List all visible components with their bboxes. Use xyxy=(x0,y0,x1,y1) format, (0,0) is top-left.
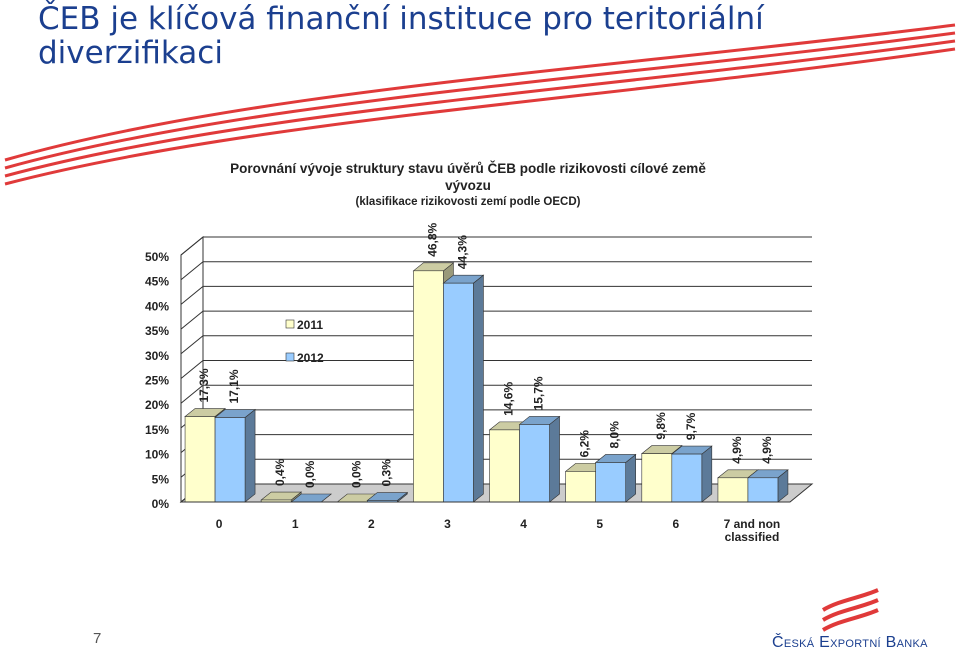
value-label: 0,0% xyxy=(303,460,317,488)
bar xyxy=(184,416,216,503)
x-tick-label: 5 xyxy=(596,517,604,531)
legend-label: 2012 xyxy=(297,351,324,365)
value-label: 14,6% xyxy=(502,382,516,416)
y-tick-label: 0% xyxy=(152,497,170,511)
bar xyxy=(717,477,749,503)
value-label: 0,0% xyxy=(349,460,363,488)
value-label: 9,7% xyxy=(684,412,698,440)
y-tick-label: 10% xyxy=(145,448,169,462)
bar-side xyxy=(701,445,713,503)
bar-side xyxy=(473,274,484,503)
bar xyxy=(214,417,246,503)
grid-line xyxy=(180,360,812,379)
slide-title: ČEB je klíčová finanční instituce pro te… xyxy=(38,1,764,71)
value-label: 15,7% xyxy=(532,376,546,410)
legend-swatch xyxy=(285,319,295,329)
grid-line xyxy=(180,285,812,305)
bar xyxy=(413,270,444,503)
value-label: 17,3% xyxy=(197,368,211,402)
y-tick-label: 15% xyxy=(145,423,169,437)
bar xyxy=(747,477,779,503)
value-label: 46,8% xyxy=(425,222,439,256)
y-tick-label: 20% xyxy=(145,398,169,412)
value-label: 0,3% xyxy=(379,459,393,487)
y-tick-label: 50% xyxy=(145,250,169,264)
value-label: 0,4% xyxy=(273,458,287,486)
y-tick-label: 25% xyxy=(145,374,169,388)
grid-line xyxy=(180,261,812,281)
bar xyxy=(489,429,520,503)
value-label: 17,1% xyxy=(227,369,241,403)
x-tick-label: 1 xyxy=(291,517,299,531)
y-tick-label: 45% xyxy=(145,275,169,289)
grid-line xyxy=(180,310,812,330)
bar xyxy=(595,462,626,503)
grid-line xyxy=(180,384,812,404)
value-label: 4,9% xyxy=(730,436,744,464)
logo-text: Česká Exportní Banka xyxy=(772,634,928,651)
legend-swatch xyxy=(285,352,295,362)
grid-line xyxy=(180,335,812,355)
swoosh xyxy=(4,23,956,186)
y-tick-label: 40% xyxy=(145,299,169,313)
value-label: 44,3% xyxy=(455,235,469,269)
value-label: 8,0% xyxy=(608,421,622,449)
x-tick-label: 3 xyxy=(444,517,451,531)
x-tick-label: 0 xyxy=(215,517,223,531)
bar-side xyxy=(244,408,256,503)
legend-label: 2011 xyxy=(297,318,323,332)
bar xyxy=(565,471,596,503)
y-tick-label: 30% xyxy=(145,349,169,363)
x-tick-label: 4 xyxy=(520,517,527,531)
x-tick-label: 7 and non classified xyxy=(723,517,781,544)
bar xyxy=(641,453,673,503)
bar xyxy=(519,424,550,503)
grid-line xyxy=(180,236,812,256)
logo-mark xyxy=(821,588,879,632)
bar xyxy=(671,453,703,503)
value-label: 9,8% xyxy=(654,412,668,440)
value-label: 4,9% xyxy=(760,436,774,464)
page-number: 7 xyxy=(93,630,102,647)
bar xyxy=(443,282,474,503)
x-tick-label: 6 xyxy=(672,517,680,531)
x-tick-label: 2 xyxy=(367,517,375,531)
chart-title: Porovnání vývoje struktury stavu úvěrů Č… xyxy=(230,161,706,193)
chart-subtitle: (klasifikace rizikovosti zemí podle OECD… xyxy=(355,196,581,208)
bar-side xyxy=(549,415,560,503)
value-label: 6,2% xyxy=(578,430,592,458)
y-tick-label: 5% xyxy=(152,472,170,486)
y-tick-label: 35% xyxy=(145,324,169,338)
